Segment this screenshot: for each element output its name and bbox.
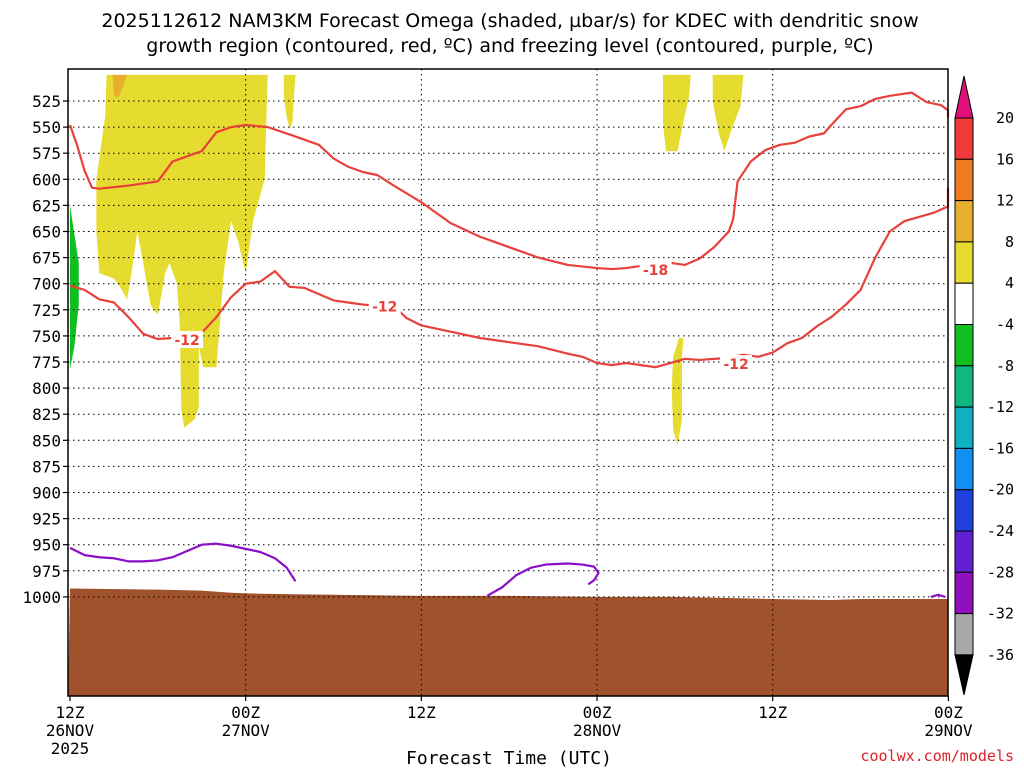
contour-label-bg xyxy=(639,261,672,279)
colorbar-segment xyxy=(954,571,974,615)
colorbar-label: 20 xyxy=(996,109,1014,127)
y-tick-label: 900 xyxy=(32,484,61,503)
colorbar-bottom-arrow xyxy=(954,654,974,696)
colorbar-label: 8 xyxy=(1005,233,1014,251)
y-tick-label: 625 xyxy=(32,196,61,215)
colorbar-label: -24 xyxy=(987,522,1014,540)
colorbar-label: -12 xyxy=(987,398,1014,416)
y-tick-label: 875 xyxy=(32,457,61,476)
x-tick-label: 12Z xyxy=(56,703,85,722)
contour-label-bg xyxy=(368,297,401,315)
colorbar-label: -16 xyxy=(987,439,1014,457)
colorbar-segment xyxy=(954,365,974,408)
y-tick-label: 550 xyxy=(32,118,61,137)
y-tick-label: 800 xyxy=(32,379,61,398)
contour-labels: -18 -12 -12 -12 xyxy=(171,261,753,373)
x-tick-label: 00Z xyxy=(934,703,963,722)
colorbar-label: 12 xyxy=(996,192,1014,210)
colorbar-label: -32 xyxy=(987,605,1014,623)
colorbar-segment xyxy=(954,406,974,449)
colorbar-segment xyxy=(954,613,974,656)
y-tick-label: 725 xyxy=(32,301,61,320)
omega-area xyxy=(662,74,691,152)
y-tick-label: 850 xyxy=(32,431,61,450)
colorbar-label: 16 xyxy=(996,150,1014,168)
x-tick-label: 27NOV xyxy=(222,721,271,740)
y-tick-label: 700 xyxy=(32,275,61,294)
x-tick-label: 12Z xyxy=(407,703,436,722)
contour-dgz-upper xyxy=(68,91,950,271)
y-tick-label: 1000 xyxy=(22,588,61,607)
contour-label: -18 xyxy=(643,263,668,279)
terrain-fill xyxy=(68,588,948,696)
colorbar-label: 4 xyxy=(1005,274,1014,292)
colorbar-label: -8 xyxy=(996,357,1014,375)
colorbar-segment xyxy=(954,282,974,326)
y-tick-label: 975 xyxy=(32,562,61,581)
colorbar-label: -28 xyxy=(987,563,1014,581)
omega-area xyxy=(712,74,744,152)
colorbar-label: -20 xyxy=(987,481,1014,499)
colorbar-segment xyxy=(954,489,974,532)
contour-freezing-level-1 xyxy=(69,542,297,582)
y-tick-label: 750 xyxy=(32,327,61,346)
contour-dgz-lower xyxy=(69,187,950,369)
omega-area xyxy=(112,74,128,98)
omega-area xyxy=(283,74,296,130)
colorbar-segment xyxy=(954,324,974,367)
y-tick-label: 825 xyxy=(32,405,61,424)
colorbar-label: -36 xyxy=(987,646,1014,664)
y-tick-label: 575 xyxy=(32,144,61,163)
y-tick-label: 925 xyxy=(32,510,61,529)
x-tick-label: 26NOV xyxy=(46,721,95,740)
x-tick-label: 29NOV xyxy=(924,721,973,740)
x-tick-label: 2025 xyxy=(51,739,90,758)
y-tick-label: 950 xyxy=(32,536,61,555)
colorbar-segment xyxy=(954,117,974,160)
colorbar-segment xyxy=(954,447,974,491)
contours xyxy=(68,91,950,598)
terrain xyxy=(68,588,948,696)
y-tick-label: 650 xyxy=(32,223,61,242)
colorbar-segment xyxy=(954,158,974,202)
x-tick-label: 00Z xyxy=(583,703,612,722)
colorbar-top-arrow xyxy=(954,75,974,119)
colorbar-segment xyxy=(954,241,974,284)
x-tick-label: 00Z xyxy=(231,703,260,722)
y-tick-label: 600 xyxy=(32,170,61,189)
colorbar-label: -4 xyxy=(996,316,1014,334)
x-axis-label: Forecast Time (UTC) xyxy=(406,748,612,768)
contour-freezing-level-2 xyxy=(486,562,600,597)
gridlines xyxy=(68,69,948,696)
contour-label: -12 xyxy=(174,333,199,349)
colorbar: 20 16 12 8 4 -4 -8 -12 -16 -20 -24 -28 -32 -36 xyxy=(954,75,1014,696)
y-axis: 525 550 575 600 625 650 675 700 725 750 775 800 825 8… xyxy=(22,92,68,607)
contour-freezing-level-3 xyxy=(930,593,946,598)
chart-title-line2: growth region (contoured, red, ºC) and f… xyxy=(146,35,873,57)
omega-shading xyxy=(70,74,744,446)
chart-title-line1: 2025112612 NAM3KM Forecast Omega (shaded… xyxy=(101,10,918,32)
omega-area xyxy=(96,74,268,428)
y-tick-label: 775 xyxy=(32,353,61,372)
plot-frame xyxy=(67,68,949,697)
y-tick-label: 525 xyxy=(32,92,61,111)
contour-label: -12 xyxy=(372,300,397,316)
contour-label: -12 xyxy=(723,357,748,373)
x-tick-label: 28NOV xyxy=(573,721,622,740)
colorbar-segment xyxy=(954,200,974,243)
omega-area xyxy=(671,337,684,446)
contour-label-bg xyxy=(720,355,753,373)
credit-text: coolwx.com/models xyxy=(860,747,1014,765)
colorbar-segment xyxy=(954,530,974,573)
y-tick-label: 675 xyxy=(32,249,61,268)
contour-label-bg xyxy=(171,331,204,349)
x-tick-label: 12Z xyxy=(758,703,787,722)
